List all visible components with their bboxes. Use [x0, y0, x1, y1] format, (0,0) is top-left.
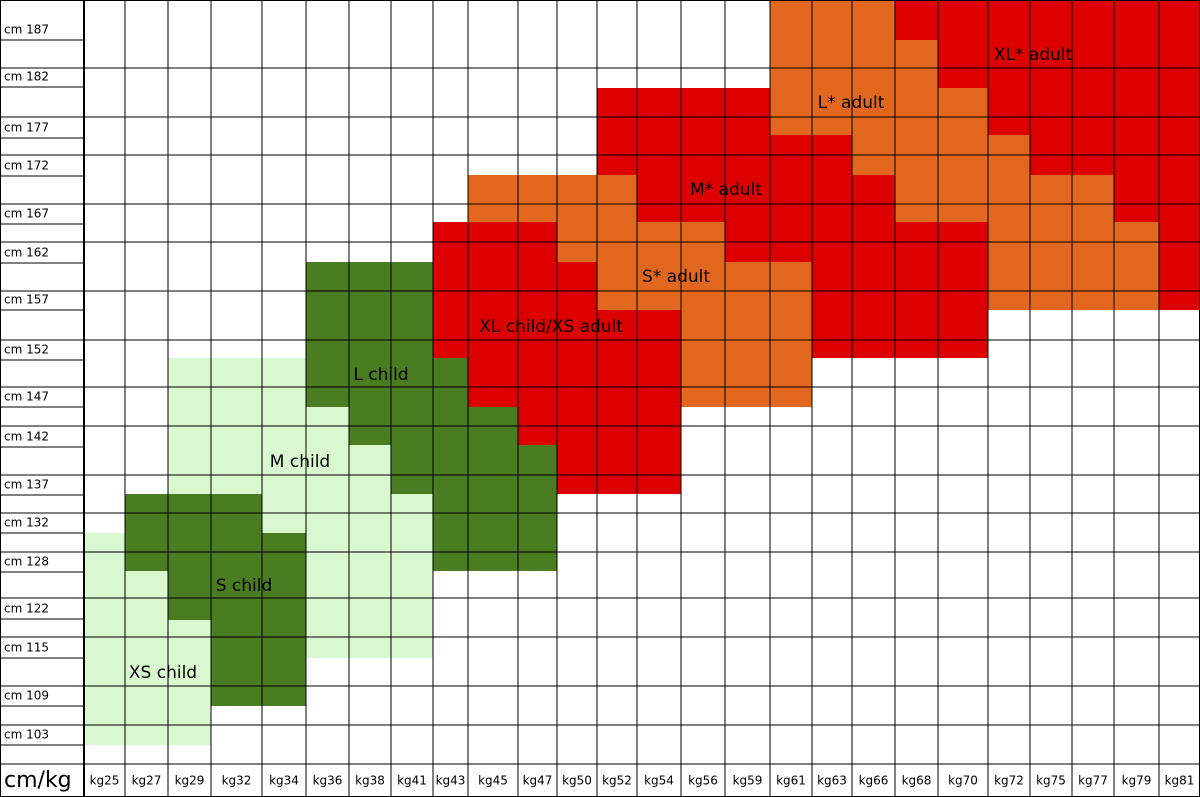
column-label: kg75 [1036, 774, 1066, 788]
column-label: kg52 [602, 774, 632, 788]
row-label: cm 128 [4, 555, 49, 569]
row-label: cm 162 [4, 246, 49, 260]
size-cell-fill [988, 135, 1030, 310]
size-cell-fill [125, 571, 168, 745]
size-cell-fill [306, 407, 349, 658]
size-cell-fill [211, 494, 262, 706]
size-cell-fill [518, 445, 557, 571]
column-label: kg70 [948, 774, 978, 788]
size-cell-fill [597, 310, 637, 494]
column-label: kg45 [478, 774, 508, 788]
size-cell-fill [468, 222, 518, 407]
region-label: S child [216, 576, 273, 596]
size-cell-fill [852, 0, 895, 175]
column-label: kg81 [1165, 774, 1195, 788]
column-label: kg66 [859, 774, 889, 788]
row-label: cm 147 [4, 390, 49, 404]
row-label: cm 177 [4, 121, 49, 135]
region-label: L child [353, 365, 408, 385]
size-cell-fill [681, 222, 725, 407]
row-label: cm 172 [4, 159, 49, 173]
size-cell-fill [391, 494, 433, 658]
region-label: M child [270, 452, 330, 472]
size-cell-fill [262, 358, 306, 533]
size-cell-fill [725, 88, 770, 262]
corner-label: cm/kg [4, 768, 72, 793]
row-label: cm 167 [4, 207, 49, 221]
region-label: XL* adult [994, 45, 1073, 65]
region-label: XL child/XS adult [479, 317, 623, 337]
column-label: kg38 [355, 774, 385, 788]
row-label: cm 115 [4, 641, 49, 655]
row-label: cm 132 [4, 516, 49, 530]
column-label: kg72 [994, 774, 1024, 788]
size-cell-fill [770, 135, 812, 262]
column-label: kg41 [397, 774, 427, 788]
region-label: XS child [129, 663, 197, 683]
region-label: S* adult [642, 267, 710, 287]
row-label: cm 152 [4, 343, 49, 357]
size-cell-fill [725, 262, 770, 407]
size-cell-fill [84, 533, 125, 745]
size-cell-fill [1030, 0, 1072, 175]
column-label: kg43 [436, 774, 466, 788]
size-cell-fill [812, 135, 852, 358]
size-cell-fill [852, 175, 895, 358]
size-cell-fill [168, 494, 211, 620]
row-label: cm 142 [4, 430, 49, 444]
size-cell-fill [637, 310, 681, 494]
size-cell-fill [168, 620, 211, 745]
size-cell-fill [262, 533, 306, 706]
size-cell-fill [557, 262, 597, 494]
column-label: kg54 [644, 774, 674, 788]
size-cell-fill [468, 175, 518, 222]
row-label: cm 187 [4, 23, 49, 37]
size-cell-fill [895, 40, 938, 222]
size-cell-fill [597, 88, 637, 175]
size-cell-fill [518, 222, 557, 445]
row-label: cm 109 [4, 689, 49, 703]
size-cell-fill [557, 175, 597, 262]
size-cell-fill [938, 0, 988, 88]
column-label: kg56 [688, 774, 718, 788]
size-cell-fill [895, 222, 938, 358]
row-label: cm 137 [4, 478, 49, 492]
column-label: kg32 [222, 774, 252, 788]
size-cell-fill [1114, 222, 1159, 310]
column-label: kg36 [313, 774, 343, 788]
column-label: kg29 [175, 774, 205, 788]
row-label: cm 122 [4, 602, 49, 616]
column-label: kg61 [776, 774, 806, 788]
row-label: cm 182 [4, 70, 49, 84]
region-label: L* adult [818, 93, 885, 113]
size-cell-fill [468, 407, 518, 571]
row-label: cm 103 [4, 728, 49, 742]
column-label: kg34 [269, 774, 299, 788]
column-label: kg47 [523, 774, 553, 788]
column-label: kg79 [1122, 774, 1152, 788]
column-label: kg59 [733, 774, 763, 788]
size-cell-fill [637, 222, 681, 310]
size-cell-fill [518, 175, 557, 222]
size-cell-fill [1114, 0, 1159, 222]
column-label: kg50 [562, 774, 592, 788]
size-cell-fill [125, 494, 168, 571]
size-cell-fill [938, 222, 988, 358]
size-cell-fill [349, 262, 391, 445]
column-label: kg77 [1078, 774, 1108, 788]
region-label: M* adult [690, 180, 762, 200]
size-cell-fill [306, 262, 349, 407]
column-label: kg68 [902, 774, 932, 788]
size-cell-fill [895, 0, 938, 40]
size-cell-fill [770, 262, 812, 407]
size-cell-fill [433, 222, 468, 358]
size-cell-fill [1072, 0, 1114, 175]
size-cell-fill [391, 262, 433, 494]
size-cell-fill [433, 358, 468, 571]
row-label: cm 157 [4, 293, 49, 307]
column-label: kg27 [132, 774, 162, 788]
column-label: kg25 [90, 774, 120, 788]
column-label: kg63 [817, 774, 847, 788]
